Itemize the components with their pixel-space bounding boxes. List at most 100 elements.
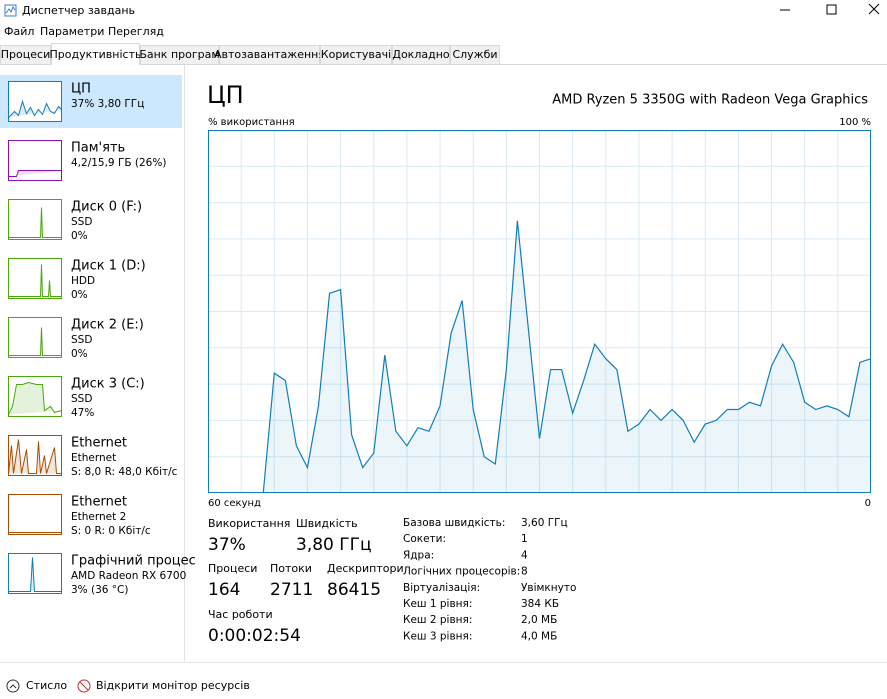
sidebar-thumbnail[interactable] (8, 317, 62, 358)
stat-label: Час роботи (208, 608, 273, 621)
sidebar-detail: 0% (71, 348, 88, 360)
sidebar-title[interactable]: Диск 3 (C:) (71, 377, 145, 392)
sidebar-detail: HDD (71, 275, 95, 287)
stat-label: Дескриптори (327, 562, 404, 575)
sidebar-title[interactable]: Ethernet (71, 495, 127, 510)
detail-value: 4 (521, 549, 528, 561)
sidebar-title[interactable]: Диск 2 (E:) (71, 318, 144, 333)
sidebar-thumbnail-graph (8, 327, 62, 356)
tab-label[interactable]: Користувачі (321, 48, 391, 61)
sidebar-thumbnail-graph (8, 207, 62, 238)
sidebar-thumbnail-graph (8, 439, 62, 474)
tab[interactable] (0, 45, 51, 65)
tab-label[interactable]: Служби (452, 48, 497, 61)
usage-axis-max: 100 % (839, 117, 871, 128)
detail-value: 8 (521, 566, 528, 578)
detail-label: Кеш 3 рівня: (403, 630, 472, 642)
stat-value: 0:00:02:54 (208, 626, 301, 646)
cpu-usage-line (262, 220, 872, 494)
sidebar-detail: AMD Radeon RX 6700 (71, 570, 186, 582)
menu-item[interactable]: Файл (4, 25, 34, 38)
sidebar-detail: 0% (71, 289, 88, 301)
menu-item[interactable]: Параметри (40, 25, 104, 38)
app-icon-graph (5, 5, 16, 14)
sidebar-detail: SSD (71, 334, 92, 346)
tab-label[interactable]: Автозавантаження (214, 48, 325, 61)
tab[interactable] (140, 45, 219, 65)
sidebar-thumbnail[interactable] (8, 494, 62, 535)
sidebar-thumbnail-graph (8, 557, 62, 592)
sidebar-detail: Ethernet (71, 452, 116, 464)
stat-label: Швидкість (296, 517, 358, 530)
sidebar-thumbnail-graph (8, 170, 62, 177)
tab[interactable] (219, 45, 320, 65)
sidebar-thumbnail-graph (8, 381, 62, 415)
tab-label[interactable]: Процеси (1, 48, 50, 61)
sidebar-thumbnail[interactable] (8, 435, 62, 476)
less-button[interactable]: Стисло (26, 679, 67, 692)
stat-value: 86415 (327, 580, 381, 600)
tab[interactable] (320, 45, 392, 65)
stat-value: 164 (208, 580, 240, 600)
detail-label: Ядра: (403, 549, 434, 561)
sidebar-thumbnail-graph (8, 99, 62, 118)
sidebar-detail: SSD (71, 393, 92, 405)
usage-axis-label: % використання (208, 117, 295, 128)
detail-value: 3,60 ГГц (521, 517, 568, 529)
detail-label: Базова швидкість: (403, 517, 505, 529)
resource-monitor-icon[interactable] (77, 679, 91, 693)
detail-label: Кеш 2 рівня: (403, 614, 472, 626)
detail-value: 384 КБ (521, 598, 559, 610)
sidebar-detail: Ethernet 2 (71, 511, 126, 523)
sidebar-detail: 4,2/15,9 ГБ (26%) (71, 157, 166, 169)
window-title: Диспетчер завдань (22, 4, 135, 17)
sidebar-title[interactable]: Ethernet (71, 436, 127, 451)
sidebar-detail: 3% (36 °C) (71, 584, 128, 596)
cpu-name: AMD Ryzen 5 3350G with Radeon Vega Graph… (552, 93, 868, 108)
stat-value: 2711 (270, 580, 313, 600)
sidebar-title[interactable]: ЦП (71, 82, 91, 97)
sidebar-title[interactable]: Диск 0 (F:) (71, 200, 142, 215)
sidebar-title[interactable]: Пам'ять (71, 141, 125, 156)
stat-label: Використання (208, 517, 290, 530)
sidebar-detail: 47% (71, 407, 94, 419)
close-button[interactable] (868, 3, 880, 15)
detail-value: Увімкнуто (521, 582, 576, 594)
sidebar-thumbnail-graph (8, 264, 62, 297)
sidebar-title[interactable]: Диск 1 (D:) (71, 259, 146, 274)
sidebar-detail: 0% (71, 230, 88, 242)
detail-label: Логічних процесорів: (403, 566, 520, 578)
less-icon[interactable] (6, 679, 20, 693)
tab-label[interactable]: Банк програм (139, 48, 219, 61)
maximize-button[interactable] (826, 4, 837, 15)
detail-label: Сокети: (403, 533, 446, 545)
time-axis-label: 60 секунд (208, 498, 261, 509)
resource-monitor-link[interactable]: Відкрити монітор ресурсів (96, 679, 250, 692)
sidebar-thumbnail[interactable] (8, 553, 62, 594)
sidebar-detail: S: 0 R: 0 Кбіт/с (71, 525, 151, 537)
stat-value: 3,80 ГГц (296, 535, 372, 555)
sidebar-detail: S: 8,0 R: 48,0 Кбіт/с (71, 466, 178, 478)
tab[interactable] (392, 45, 450, 65)
tab-label[interactable]: Докладно (392, 48, 450, 61)
stat-label: Потоки (270, 562, 312, 575)
tab-label[interactable]: Продуктивність (50, 48, 142, 61)
tab[interactable] (450, 45, 500, 65)
sidebar-detail: 37% 3,80 ГГц (71, 98, 144, 110)
sidebar-thumbnail[interactable] (8, 140, 62, 181)
detail-value: 4,0 МБ (521, 630, 557, 642)
menu-item[interactable]: Перегляд (108, 25, 164, 38)
resource-title: ЦП (207, 81, 244, 109)
stat-label: Процеси (208, 562, 257, 575)
detail-value: 1 (521, 533, 528, 545)
sidebar-detail: SSD (71, 216, 92, 228)
detail-value: 2,0 МБ (521, 614, 557, 626)
sidebar-title[interactable]: Графічний процес (71, 554, 196, 569)
sidebar-thumbnail[interactable] (8, 199, 62, 240)
sidebar-thumbnail[interactable] (8, 258, 62, 299)
cpu-usage-area (263, 220, 871, 493)
graph-border (208, 130, 871, 493)
stat-value: 37% (208, 535, 246, 555)
